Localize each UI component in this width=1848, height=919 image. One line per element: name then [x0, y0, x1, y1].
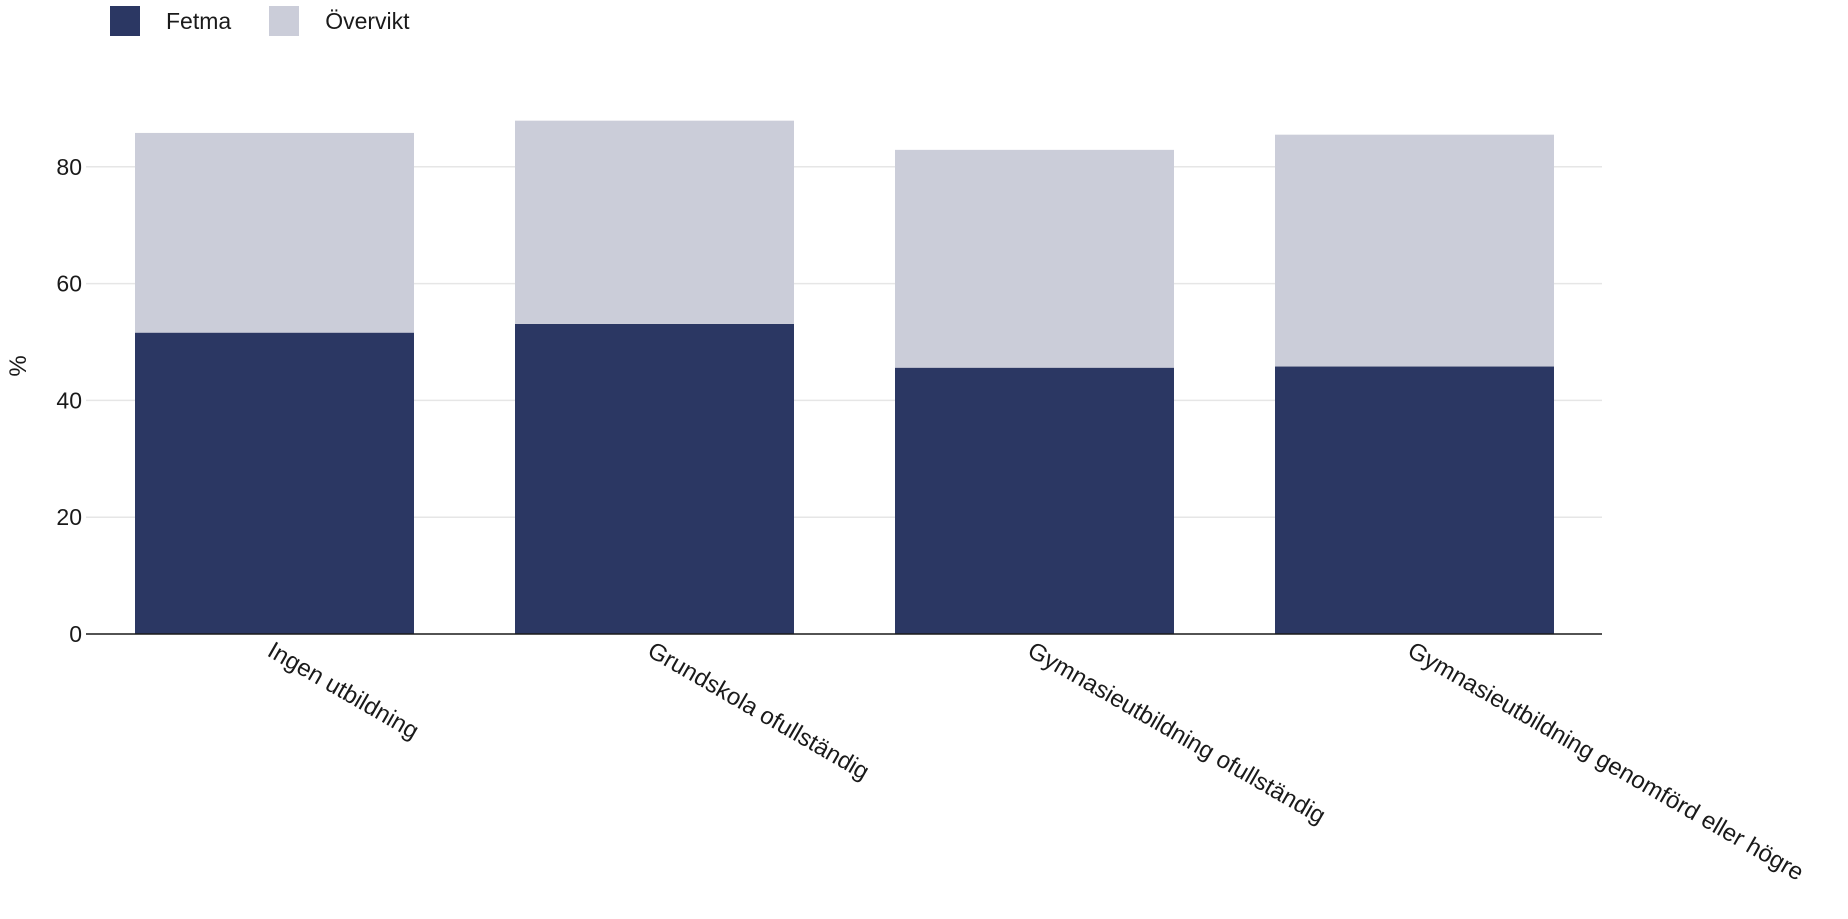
bar-overvikt[interactable]	[135, 132, 414, 333]
y-axis-label: %	[5, 355, 32, 376]
bar-fetma[interactable]	[515, 323, 794, 634]
legend-item-overvikt[interactable]: Övervikt	[269, 6, 410, 36]
x-tick-label: Gymnasieutbildning genomförd eller högre	[1403, 637, 1808, 887]
legend-label-fetma: Fetma	[166, 7, 232, 34]
bar-fetma[interactable]	[895, 367, 1174, 634]
bar-overvikt[interactable]	[515, 120, 794, 324]
y-tick-label: 80	[56, 154, 82, 180]
legend-swatch-overvikt	[269, 6, 300, 36]
y-tick-label: 0	[69, 621, 82, 647]
legend: Fetma Övervikt	[110, 6, 448, 36]
y-tick-label: 20	[56, 504, 82, 530]
x-tick-label: Grundskola ofullständig	[643, 637, 874, 786]
bar-fetma[interactable]	[1275, 366, 1554, 634]
legend-swatch-fetma	[110, 6, 140, 36]
legend-label-overvikt: Övervikt	[325, 7, 410, 34]
bar-fetma[interactable]	[135, 332, 414, 634]
y-tick-label: 40	[56, 387, 82, 413]
y-tick-label: 60	[56, 271, 82, 297]
bar-overvikt[interactable]	[1275, 134, 1554, 367]
bar-overvikt[interactable]	[895, 149, 1174, 368]
x-tick-label: Ingen utbildning	[263, 637, 423, 745]
bars	[135, 120, 1554, 634]
x-tick-label: Gymnasieutbildning ofullständig	[1023, 637, 1330, 830]
legend-item-fetma[interactable]: Fetma	[110, 6, 231, 36]
